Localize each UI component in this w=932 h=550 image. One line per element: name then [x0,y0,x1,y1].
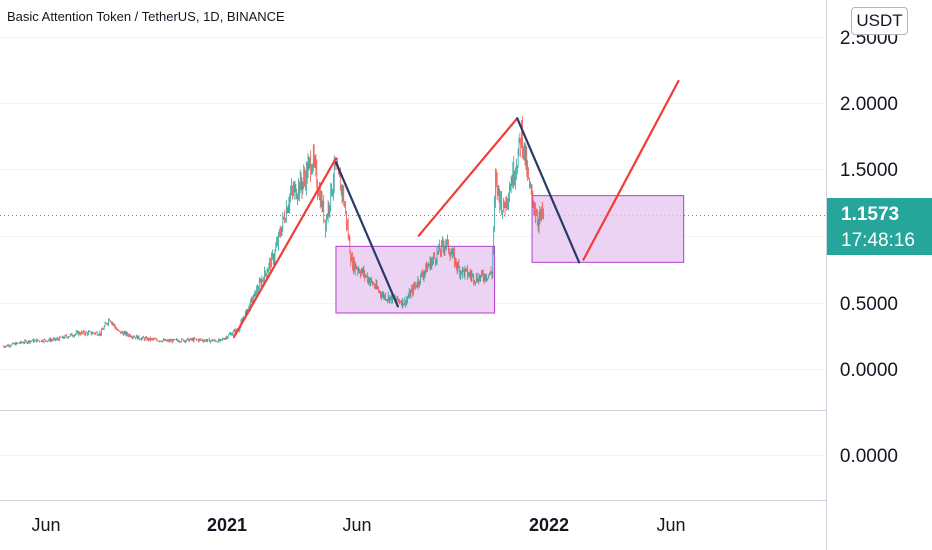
price-tick-label: 0.0000 [840,360,898,381]
time-tick-label: 2021 [207,515,247,535]
fall-trend-line [334,161,399,308]
range-zone [531,195,685,263]
price-tick-label: 1.5000 [840,160,898,181]
price-tick-label: 2.0000 [840,94,898,115]
range-zones[interactable] [335,195,685,314]
last-price-label: 1.1573 17:48:16 [827,198,932,255]
trend-lines[interactable] [232,79,680,339]
currency-button[interactable]: USDT [851,7,908,35]
rise-trend-line [417,117,519,237]
chart-title: Basic Attention Token / TetherUS, 1D, BI… [7,9,285,24]
time-tick-label: Jun [342,515,371,535]
rise-trend-line [232,157,338,339]
fall-trend-line [516,117,581,264]
last-price-value: 1.1573 [841,204,900,225]
range-zone [335,245,496,314]
time-tick-label: 2022 [529,515,569,535]
time-axis[interactable]: Jun 2021 Jun 2022 Jun [31,515,685,535]
bar-countdown: 17:48:16 [841,230,915,251]
time-tick-label: Jun [31,515,60,535]
rise-trend-line [582,79,680,261]
price-tick-label: 0.0000 [840,446,898,467]
time-tick-label: Jun [656,515,685,535]
candlestick-series [2,116,544,349]
price-tick-label: 0.5000 [840,294,898,315]
